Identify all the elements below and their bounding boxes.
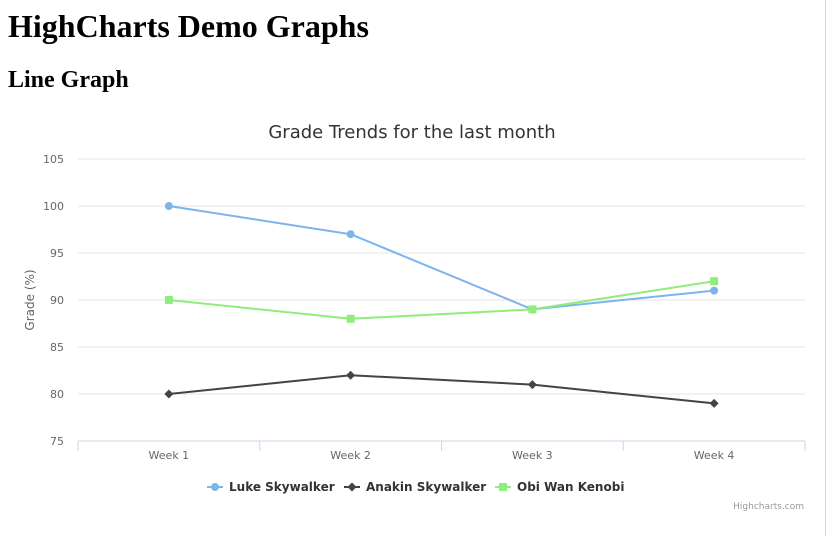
series-line-1[interactable] (167, 374, 716, 405)
legend-item[interactable]: Anakin Skywalker (344, 480, 486, 494)
chart-title: Grade Trends for the last month (268, 122, 555, 143)
series-line-2[interactable] (167, 280, 716, 320)
y-tick-label: 95 (50, 247, 64, 260)
data-point[interactable] (527, 380, 537, 390)
legend-label: Obi Wan Kenobi (517, 480, 624, 494)
legend-symbol[interactable] (499, 483, 507, 491)
credits-link[interactable]: Highcharts.com (733, 502, 804, 512)
data-point[interactable] (710, 277, 719, 286)
series-markers (164, 202, 719, 408)
page-title: HighCharts Demo Graphs (8, 8, 369, 44)
legend-label: Anakin Skywalker (366, 480, 486, 494)
legend-label: Luke Skywalker (229, 480, 335, 494)
data-point[interactable] (346, 230, 355, 239)
section-title: Line Graph (8, 67, 129, 93)
axes: 75 80 85 90 95 100 105 Week 1 Week 2 Week 3 Week 4 (43, 153, 806, 462)
data-point[interactable] (528, 305, 537, 314)
data-point[interactable] (164, 296, 173, 304)
grid-lines (78, 158, 805, 395)
legend: Luke Skywalker Anakin Skywalker Obi Wan Ke… (207, 480, 624, 494)
chart-canvas: 75 80 85 90 95 100 105 Week 1 Week 2 Week 3 Week 4… (23, 122, 806, 512)
page-right-border (825, 0, 826, 536)
y-tick-label: 100 (43, 200, 64, 213)
y-tick-label: 75 (50, 435, 64, 448)
x-tick-label: Week 4 (694, 449, 735, 462)
y-tick-label: 85 (50, 341, 64, 354)
series-line-0[interactable] (167, 205, 716, 311)
data-point[interactable] (709, 398, 719, 408)
x-tick-label: Week 2 (330, 449, 371, 462)
legend-symbol[interactable] (347, 482, 357, 492)
x-tick-label: Week 1 (149, 449, 190, 462)
y-tick-label: 105 (43, 153, 64, 166)
y-axis-title: Grade (%) (23, 269, 37, 330)
legend-item[interactable]: Luke Skywalker (207, 480, 335, 494)
x-tick-label: Week 3 (512, 449, 553, 462)
series-lines (167, 205, 716, 405)
data-point[interactable] (710, 286, 719, 295)
y-tick-label: 90 (50, 294, 64, 307)
data-point[interactable] (346, 370, 356, 380)
legend-symbol[interactable] (211, 483, 219, 491)
line-chart: 75 80 85 90 95 100 105 Week 1 Week 2 Week 3 Week 4… (0, 110, 827, 536)
data-point[interactable] (164, 202, 173, 210)
legend-item[interactable]: Obi Wan Kenobi (495, 480, 624, 494)
data-point[interactable] (346, 314, 355, 323)
data-point[interactable] (164, 389, 174, 399)
y-tick-label: 80 (50, 388, 64, 401)
